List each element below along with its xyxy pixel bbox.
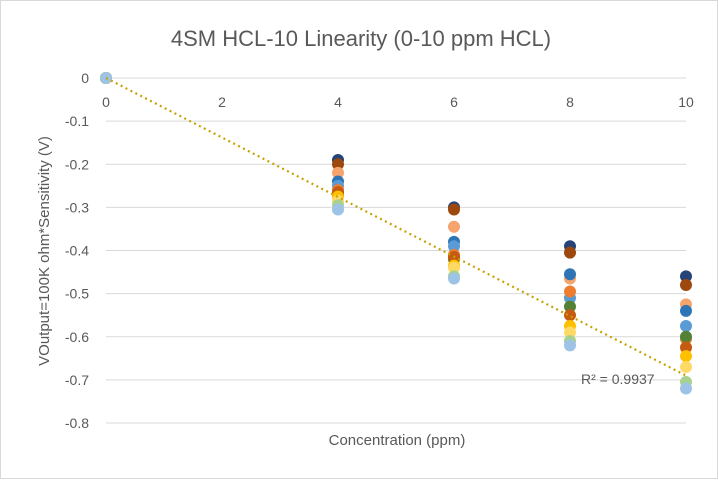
data-point-series-6 xyxy=(564,285,576,298)
data-point-series-5 xyxy=(680,319,692,332)
y-tick-label: -0.8 xyxy=(65,415,89,431)
data-point-series-12 xyxy=(448,272,460,285)
y-tick-labels: 0 -0.1 -0.2 -0.3 -0.4 -0.5 -0.6 -0.7 -0.8 xyxy=(65,70,89,431)
data-point-series-3 xyxy=(448,220,460,233)
y-tick-label: 0 xyxy=(81,70,89,86)
y-tick-label: -0.5 xyxy=(65,286,89,302)
y-tick-label: -0.7 xyxy=(65,372,89,388)
data-point-series-8 xyxy=(564,309,576,322)
y-tick-label: -0.4 xyxy=(65,243,89,259)
data-point-series-12 xyxy=(332,203,344,216)
data-point-series-12 xyxy=(564,339,576,352)
data-point-series-5 xyxy=(448,240,460,253)
trendline xyxy=(105,77,687,377)
data-point-series-9 xyxy=(680,350,692,363)
data-point-series-10 xyxy=(564,326,576,339)
y-axis-label: VOutput=100K ohm*Sensitivity (V) xyxy=(36,136,53,366)
data-point-series-10 xyxy=(680,360,692,373)
x-tick-label: 6 xyxy=(450,94,458,110)
x-tick-label: 4 xyxy=(334,94,342,110)
y-tick-label: -0.3 xyxy=(65,199,89,215)
data-point-series-2 xyxy=(332,158,344,171)
y-tick-label: -0.2 xyxy=(65,156,89,172)
x-tick-label: 2 xyxy=(218,94,226,110)
data-point-series-2 xyxy=(564,246,576,259)
y-tick-label: -0.1 xyxy=(65,113,89,129)
x-tick-label: 0 xyxy=(102,94,110,110)
data-points xyxy=(100,72,692,395)
data-point-series-10 xyxy=(448,261,460,274)
chart-title: 4SM HCL-10 Linearity (0-10 ppm HCL) xyxy=(171,26,551,51)
x-axis-label: Concentration (ppm) xyxy=(329,432,466,449)
data-point-series-4 xyxy=(564,268,576,281)
y-tick-label: -0.6 xyxy=(65,329,89,345)
data-point-series-7 xyxy=(680,330,692,343)
x-tick-label: 10 xyxy=(678,94,694,110)
data-point-series-4 xyxy=(680,304,692,317)
data-point-series-2 xyxy=(680,279,692,291)
data-point-series-1 xyxy=(680,270,692,283)
data-point-series-3 xyxy=(332,166,344,179)
gridlines xyxy=(106,77,686,424)
x-tick-label: 8 xyxy=(566,94,574,110)
data-point-series-8 xyxy=(680,341,692,354)
data-point-series-7 xyxy=(564,300,576,313)
r-squared-label: R² = 0.9937 xyxy=(581,371,655,387)
data-point-series-2 xyxy=(448,203,460,216)
data-point-series-12 xyxy=(680,382,692,395)
x-tick-labels: 0 2 4 6 8 10 xyxy=(102,94,694,110)
